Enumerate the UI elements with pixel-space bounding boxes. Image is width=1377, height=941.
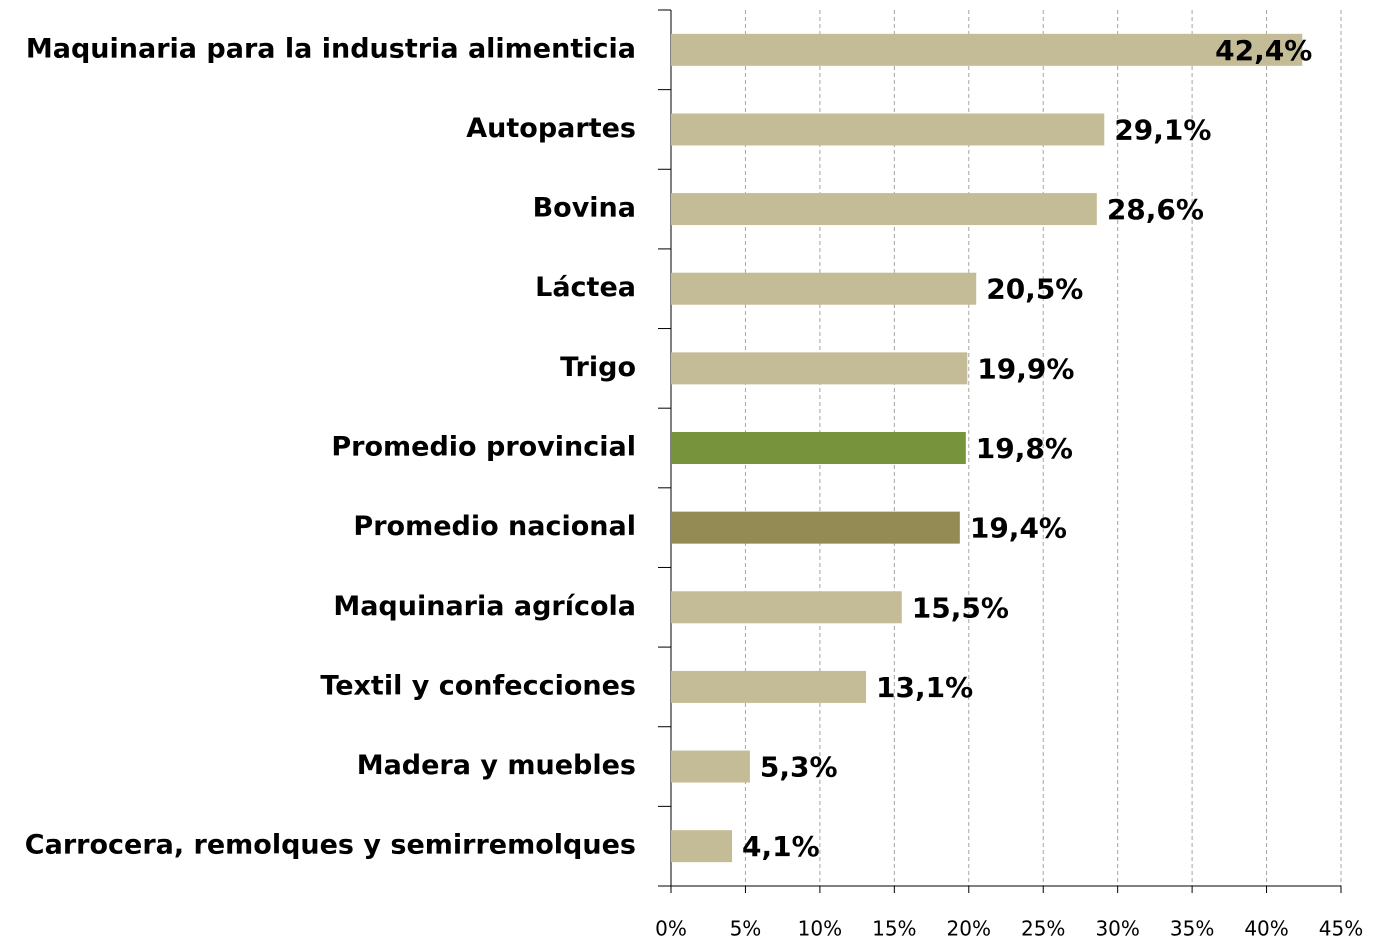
value-label: 20,5% bbox=[986, 273, 1083, 306]
x-tick-label: 30% bbox=[1095, 917, 1139, 941]
category-label: Promedio provincial bbox=[331, 432, 636, 463]
x-tick-label: 25% bbox=[1021, 917, 1065, 941]
value-label: 19,9% bbox=[977, 352, 1074, 385]
value-label: 19,4% bbox=[970, 512, 1067, 545]
category-label: Madera y muebles bbox=[357, 750, 636, 781]
category-label: Maquinaria para la industria alimenticia bbox=[26, 33, 636, 64]
x-tick-label: 0% bbox=[655, 917, 687, 941]
value-label: 29,1% bbox=[1114, 113, 1211, 146]
bar bbox=[671, 113, 1105, 146]
x-tick-label: 45% bbox=[1319, 917, 1363, 941]
x-tick-label: 15% bbox=[872, 917, 916, 941]
category-label: Autopartes bbox=[466, 113, 636, 144]
x-tick-label: 5% bbox=[730, 917, 762, 941]
bar bbox=[671, 750, 750, 783]
x-tick-label: 35% bbox=[1170, 917, 1214, 941]
value-label: 5,3% bbox=[760, 751, 838, 784]
value-label: 15,5% bbox=[912, 591, 1009, 624]
bar bbox=[671, 670, 867, 703]
category-label: Carrocera, remolques y semirremolques bbox=[25, 830, 636, 861]
category-label: Textil y confecciones bbox=[320, 670, 636, 701]
bar bbox=[671, 591, 902, 624]
bar bbox=[671, 272, 977, 305]
bar bbox=[671, 193, 1097, 226]
category-label: Bovina bbox=[533, 193, 636, 224]
bar bbox=[671, 511, 960, 544]
value-label: 19,8% bbox=[976, 432, 1073, 465]
bar bbox=[671, 432, 966, 464]
x-tick-label: 40% bbox=[1244, 917, 1288, 941]
x-tick-label: 20% bbox=[947, 917, 991, 941]
value-label: 13,1% bbox=[876, 671, 973, 704]
category-label: Promedio nacional bbox=[353, 511, 636, 542]
x-tick-label: 10% bbox=[798, 917, 842, 941]
category-label: Láctea bbox=[535, 272, 636, 303]
value-label: 42,4% bbox=[1215, 34, 1312, 67]
bar bbox=[671, 830, 733, 863]
bar bbox=[671, 33, 1303, 66]
category-label: Maquinaria agrícola bbox=[333, 591, 636, 622]
category-label: Trigo bbox=[560, 352, 636, 383]
bar bbox=[671, 352, 968, 385]
value-label: 4,1% bbox=[742, 830, 820, 863]
value-label: 28,6% bbox=[1107, 193, 1204, 226]
